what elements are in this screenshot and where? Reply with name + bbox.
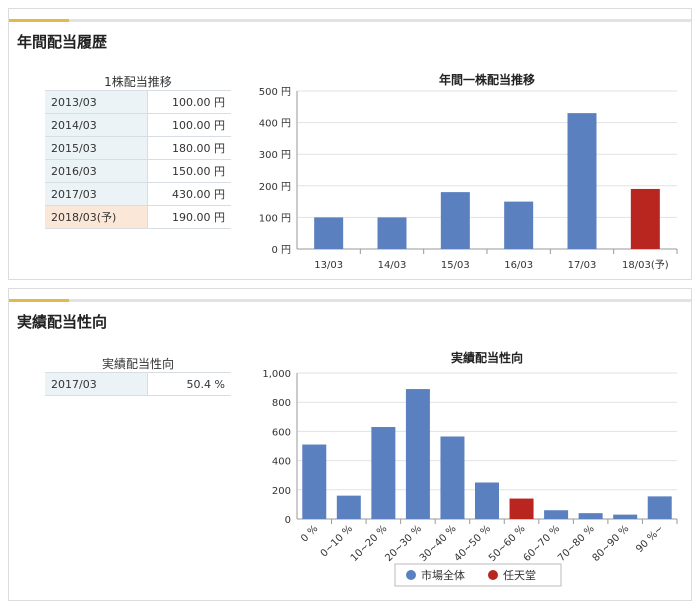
y-tick-label: 0 [285,515,291,526]
dividend-table: 2013/03 100.00 円 2014/03 100.00 円 2015/03 180… [45,90,231,229]
row-year: 2017/03 [45,182,148,206]
y-tick-label: 800 [272,398,291,409]
dividend-history-panel: 年間配当履歴 1株配当推移 2013/03 100.00 円 2014/03 100.… [8,8,692,280]
y-tick-label: 1,000 [262,369,291,380]
x-tick-label: 0~10 % [319,523,355,559]
table-row: 2017/03 50.4 % [45,372,231,396]
chart-title: 実績配当性向 [450,351,523,365]
row-value: 50.4 % [147,372,231,396]
table-row: 2014/03 100.00 円 [45,113,231,137]
row-year: 2017/03 [45,372,148,396]
bar [336,495,361,519]
bar [504,201,534,249]
payout-bar-chart: 0 200 400 600 800 1,000 0 %0~10 %10~20 %20~30 … [262,369,678,587]
x-tick-label: 40~50 % [452,523,493,564]
y-tick-label: 400 [272,457,291,468]
row-year: 2013/03 [45,90,148,114]
bar [544,510,569,519]
bar [405,389,430,519]
row-year: 2015/03 [45,136,148,160]
row-value: 100.00 円 [147,113,231,137]
bar [440,192,470,249]
y-tick-label: 200 [272,486,291,497]
y-tick-label: 300 円 [259,150,291,161]
x-tick-label: 30~40 % [418,523,459,564]
dividend-bar-chart: 0 円 100 円 200 円 300 円 400 円 500 円 13/03 14/03 15… [259,87,678,271]
x-tick-label: 90 %~ [634,523,666,555]
x-tick-label: 80~90 % [591,523,632,564]
section-divider [9,299,691,302]
row-value: 180.00 円 [147,136,231,160]
row-year: 2014/03 [45,113,148,137]
legend-label: 任天堂 [503,569,536,582]
y-tick-label: 200 円 [259,182,291,193]
x-tick-label: 20~30 % [383,523,424,564]
bar [567,113,597,250]
bar [314,217,344,249]
chart-title: 年間一株配当推移 [438,73,535,87]
table-row: 2018/03(予) 190.00 円 [45,205,231,229]
x-tick-label: 16/03 [504,260,533,271]
x-tick-label: 15/03 [441,260,470,271]
bar [302,444,327,519]
table-row: 2017/03 430.00 円 [45,182,231,206]
legend-box [394,563,562,587]
payout-table: 2017/03 50.4 % [45,372,231,396]
bar [475,482,499,519]
bar [371,427,396,519]
table-caption: 1株配当推移 [104,75,172,89]
y-tick-label: 0 円 [271,245,291,256]
legend-marker [488,570,498,580]
x-tick-label: 13/03 [314,260,343,271]
bar [509,498,534,519]
x-tick-label: 10~20 % [349,523,390,564]
bar [440,436,465,519]
bar [578,513,603,519]
table-caption: 実績配当性向 [101,357,174,371]
table-row: 2016/03 150.00 円 [45,159,231,183]
legend-label: 市場全体 [421,568,465,582]
table-row: 2015/03 180.00 円 [45,136,231,160]
section-divider [9,19,691,22]
y-tick-label: 100 円 [259,213,291,224]
x-tick-label: 70~80 % [556,523,597,564]
legend: 市場全体 任天堂 [394,563,562,587]
bar [377,217,407,249]
y-tick-label: 500 円 [259,87,291,98]
section-accent [9,299,69,302]
bar [647,496,672,519]
x-tick-label: 14/03 [378,260,407,271]
section-accent [9,19,69,22]
x-tick-label: 18/03(予) [622,259,669,271]
payout-ratio-panel: 実績配当性向 実績配当性向 2017/03 50.4 % 実績配当性向 0 200 4… [8,288,692,601]
row-value: 150.00 円 [147,159,231,183]
bar [613,514,638,519]
legend-marker [406,570,416,580]
section-title: 年間配当履歴 [17,33,108,51]
section-title: 実績配当性向 [17,313,108,331]
x-tick-label: 17/03 [568,260,597,271]
y-tick-label: 400 円 [259,119,291,130]
y-tick-label: 600 [272,427,291,438]
x-tick-label: 50~60 % [487,523,528,564]
bar [630,188,660,249]
row-year: 2018/03(予) [45,205,148,229]
row-value: 430.00 円 [147,182,231,206]
row-value: 190.00 円 [147,205,231,229]
x-tick-label: 0 % [299,523,320,544]
x-tick-label: 60~70 % [522,523,563,564]
